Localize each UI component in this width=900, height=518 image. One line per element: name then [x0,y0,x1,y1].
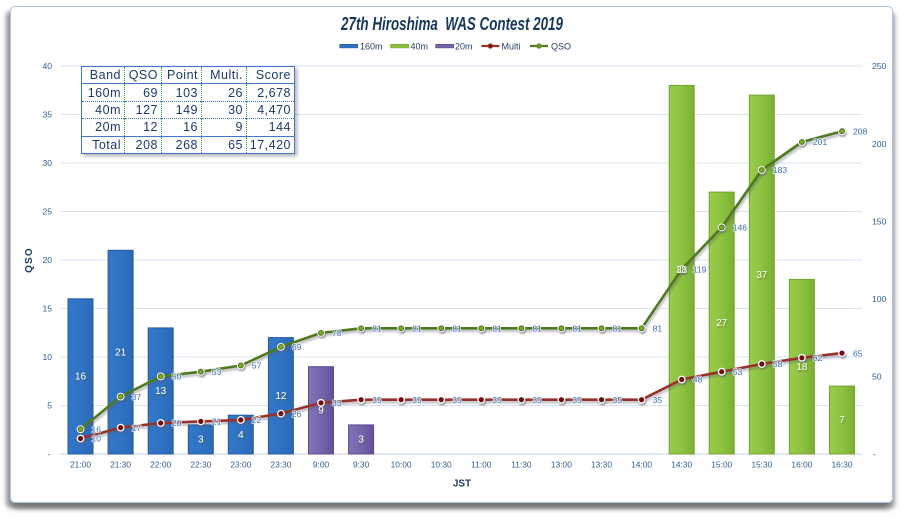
svg-text:22:30: 22:30 [190,460,211,470]
svg-text:37: 37 [132,392,142,402]
svg-text:35: 35 [613,395,623,405]
svg-text:15: 15 [42,304,52,314]
svg-text:5: 5 [47,401,52,411]
svg-text:22: 22 [252,415,262,425]
svg-text:3: 3 [358,435,364,446]
svg-text:13: 13 [155,386,167,397]
svg-text:69: 69 [292,342,302,352]
svg-text:18: 18 [796,362,808,373]
svg-text:81: 81 [532,324,542,334]
svg-text:12: 12 [275,391,287,402]
svg-text:35: 35 [653,395,663,405]
svg-text:27: 27 [716,318,728,329]
svg-text:11:30: 11:30 [511,460,532,470]
svg-text:16:30: 16:30 [832,460,853,470]
svg-text:-: - [48,449,51,459]
svg-text:40m: 40m [411,41,429,51]
svg-text:57: 57 [252,361,262,371]
svg-text:Multi: Multi [502,41,521,51]
svg-text:26: 26 [292,409,302,419]
svg-text:QSO: QSO [551,41,571,51]
svg-text:35: 35 [572,395,582,405]
svg-text:15:30: 15:30 [751,460,772,470]
svg-text:35: 35 [42,110,52,120]
svg-text:9:00: 9:00 [313,460,330,470]
svg-text:65: 65 [853,348,863,358]
svg-text:14:30: 14:30 [671,460,692,470]
svg-text:81: 81 [613,324,623,334]
svg-text:4: 4 [238,430,244,441]
svg-text:JST: JST [453,479,471,490]
svg-text:50: 50 [172,372,182,382]
svg-text:15:00: 15:00 [711,460,732,470]
svg-text:53: 53 [733,367,743,377]
svg-text:10:00: 10:00 [391,460,412,470]
svg-text:81: 81 [492,324,502,334]
svg-text:35: 35 [412,395,422,405]
svg-text:250: 250 [872,61,887,71]
svg-text:119: 119 [693,265,707,275]
svg-text:10: 10 [92,434,102,444]
svg-text:30: 30 [42,158,52,168]
svg-text:23:00: 23:00 [230,460,251,470]
svg-text:-: - [873,449,876,459]
svg-text:200: 200 [872,139,887,149]
svg-text:58: 58 [773,359,783,369]
svg-text:81: 81 [452,324,462,334]
svg-text:40: 40 [42,61,52,71]
svg-text:16:00: 16:00 [791,460,812,470]
svg-text:17: 17 [132,423,142,433]
svg-text:146: 146 [733,223,748,233]
svg-text:78: 78 [332,328,342,338]
svg-text:10:30: 10:30 [431,460,452,470]
svg-text:35: 35 [492,395,502,405]
svg-text:16: 16 [92,424,102,434]
svg-text:81: 81 [412,324,422,334]
svg-text:9: 9 [318,406,324,417]
svg-text:183: 183 [773,165,788,175]
svg-text:11:00: 11:00 [471,460,492,470]
svg-text:160m: 160m [360,41,383,51]
svg-text:150: 150 [872,216,887,226]
svg-text:33: 33 [332,398,342,408]
svg-text:62: 62 [813,353,823,363]
svg-text:35: 35 [452,395,462,405]
svg-text:50: 50 [872,372,882,382]
svg-text:10: 10 [42,352,52,362]
svg-text:9:30: 9:30 [353,460,370,470]
svg-text:14:00: 14:00 [631,460,652,470]
svg-text:208: 208 [853,126,868,136]
svg-text:37: 37 [756,270,768,281]
svg-text:13:30: 13:30 [591,460,612,470]
svg-text:QSO: QSO [24,247,35,273]
svg-text:38: 38 [676,265,688,276]
svg-text:23:30: 23:30 [270,460,291,470]
svg-text:53: 53 [212,367,222,377]
svg-text:21: 21 [212,417,222,427]
svg-text:21:00: 21:00 [70,460,91,470]
svg-text:48: 48 [693,375,703,385]
svg-text:81: 81 [653,324,663,334]
svg-text:201: 201 [813,137,828,147]
svg-text:27th Hiroshima WAS Contest 20: 27th Hiroshima WAS Contest 2019 [340,15,563,34]
svg-text:35: 35 [372,395,382,405]
svg-text:20: 20 [172,418,182,428]
svg-text:21: 21 [115,347,127,358]
svg-text:16: 16 [75,372,87,383]
svg-text:3: 3 [198,435,204,446]
svg-text:20: 20 [42,255,52,265]
svg-text:25: 25 [42,207,52,217]
svg-text:20m: 20m [455,41,473,51]
svg-text:22:00: 22:00 [150,460,171,470]
svg-text:81: 81 [572,324,582,334]
svg-text:100: 100 [872,294,887,304]
svg-text:21:30: 21:30 [110,460,131,470]
svg-text:7: 7 [839,415,845,426]
svg-text:13:00: 13:00 [551,460,572,470]
svg-text:81: 81 [372,324,382,334]
svg-text:35: 35 [532,395,542,405]
